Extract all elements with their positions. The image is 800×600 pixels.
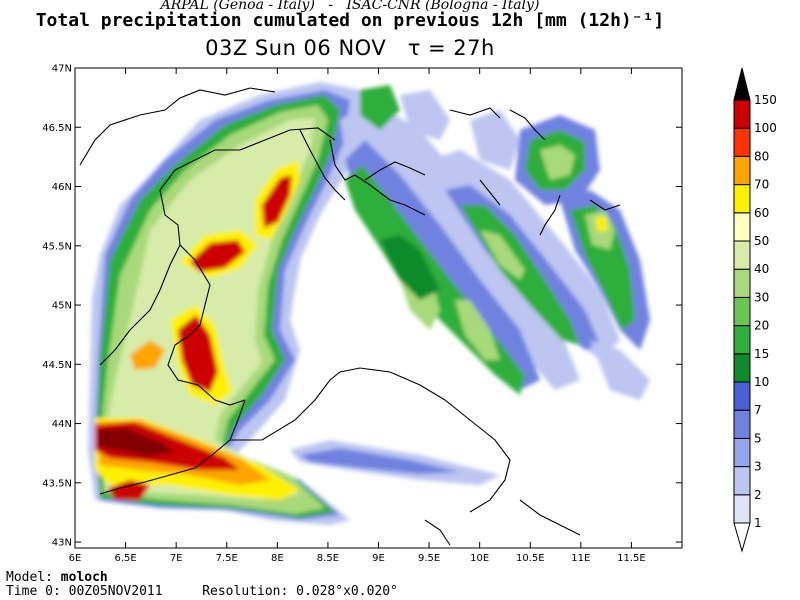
model-label: Model: bbox=[6, 570, 53, 585]
colorbar-top-arrow bbox=[733, 67, 751, 101]
lon-tick-label: 8.5E bbox=[317, 553, 339, 564]
colorbar-label: 2 bbox=[754, 488, 762, 502]
colorbar-segment bbox=[733, 296, 751, 327]
colorbar-label: 30 bbox=[754, 290, 769, 304]
credit-left: ARPAL (Genoa - Italy) bbox=[160, 0, 315, 13]
lat-tick-label: 44.5N bbox=[42, 360, 72, 371]
colorbar-label: 7 bbox=[754, 403, 762, 417]
lon-tick-label: 10.5E bbox=[516, 553, 545, 564]
lon-tick-label: 9.5E bbox=[418, 553, 440, 564]
longitude-axis: 6E 6.5E 7E 7.5E 8E 8.5E 9E 9.5E 10E 10.5E 11E 11.5E bbox=[69, 68, 646, 564]
lat-tick-label: 45N bbox=[52, 301, 72, 312]
time-value: 00Z05NOV2011 bbox=[68, 584, 163, 599]
lat-tick-label: 47N bbox=[52, 64, 72, 75]
colorbar-label: 3 bbox=[754, 460, 762, 474]
forecast-step: τ = 27h bbox=[407, 36, 495, 60]
colorbar-segment bbox=[733, 268, 751, 298]
colorbar-segment bbox=[733, 494, 751, 524]
lon-tick-label: 9E bbox=[372, 553, 385, 564]
latitude-axis: 47N 46.5N 46N 45.5N 45N 44.5N 44N 43.5N 43N bbox=[42, 64, 682, 549]
colorbar-segment bbox=[733, 127, 751, 157]
colorbar-label: 100 bbox=[754, 121, 777, 135]
colorbar-label: 50 bbox=[754, 234, 769, 248]
lon-tick-label: 10E bbox=[470, 553, 489, 564]
colorbar-segment bbox=[733, 381, 751, 411]
lat-tick-label: 46N bbox=[52, 182, 72, 193]
credit-right: ISAC-CNR (Bologna - Italy) bbox=[346, 0, 540, 13]
lat-tick-label: 43N bbox=[52, 538, 72, 549]
credit-separator: - bbox=[328, 0, 334, 13]
colorbar-label: 60 bbox=[754, 206, 769, 220]
colorbar-bottom-arrow bbox=[733, 522, 751, 553]
colorbar-segment bbox=[733, 212, 751, 242]
resolution-label: Resolution: bbox=[202, 584, 289, 599]
colorbar-segment bbox=[733, 437, 751, 468]
colorbar-segment bbox=[733, 409, 751, 439]
colorbar-segment bbox=[733, 99, 751, 129]
colorbar-label: 150 bbox=[754, 93, 777, 107]
credit-line: ARPAL (Genoa - Italy) - ISAC-CNR (Bologn… bbox=[0, 0, 700, 13]
colorbar-segment bbox=[733, 184, 751, 214]
lat-tick-label: 46.5N bbox=[42, 123, 72, 134]
colorbar-segment bbox=[733, 466, 751, 496]
colorbar-label: 20 bbox=[754, 319, 769, 333]
map-subtitle: 03Z Sun 06 NOV τ = 27h bbox=[0, 36, 700, 60]
lon-tick-label: 11E bbox=[571, 553, 590, 564]
colorbar-label: 80 bbox=[754, 149, 769, 163]
colorbar-segment bbox=[733, 240, 751, 270]
coastline-lines bbox=[79, 87, 621, 546]
colorbar-label: 1 bbox=[754, 516, 762, 530]
lon-tick-label: 6.5E bbox=[114, 553, 136, 564]
colorbar-label: 40 bbox=[754, 262, 769, 276]
colorbar-segment bbox=[733, 325, 751, 355]
valid-time: 03Z Sun 06 NOV bbox=[205, 36, 387, 60]
lon-tick-label: 11.5E bbox=[617, 553, 646, 564]
model-value: moloch bbox=[60, 570, 108, 585]
lon-tick-label: 7E bbox=[170, 553, 183, 564]
map-title: Total precipitation cumulated on previou… bbox=[35, 10, 665, 31]
colorbar-label: 5 bbox=[754, 431, 762, 445]
model-line: Model: moloch bbox=[6, 570, 108, 585]
lon-tick-label: 8E bbox=[271, 553, 284, 564]
colorbar-label: 15 bbox=[754, 347, 769, 361]
lat-tick-label: 44N bbox=[52, 419, 72, 430]
colorbar-label: 10 bbox=[754, 375, 769, 389]
lon-tick-label: 7.5E bbox=[216, 553, 238, 564]
colorbar: 1 2 3 5 7 10 15 20 30 40 50 60 70 80 100 150 bbox=[733, 67, 777, 553]
time-label: Time 0: bbox=[6, 584, 61, 599]
lon-tick-label: 6E bbox=[69, 553, 82, 564]
colorbar-segment bbox=[733, 155, 751, 186]
resolution-value: 0.028°x0.020° bbox=[296, 584, 398, 599]
colorbar-segment bbox=[733, 353, 751, 383]
precipitation-field bbox=[75, 68, 682, 548]
run-info-line: Time 0: 00Z05NOV2011 Resolution: 0.028°x… bbox=[6, 584, 398, 599]
lat-tick-label: 43.5N bbox=[42, 478, 72, 489]
colorbar-label: 70 bbox=[754, 178, 769, 192]
lat-tick-label: 45.5N bbox=[42, 241, 72, 252]
